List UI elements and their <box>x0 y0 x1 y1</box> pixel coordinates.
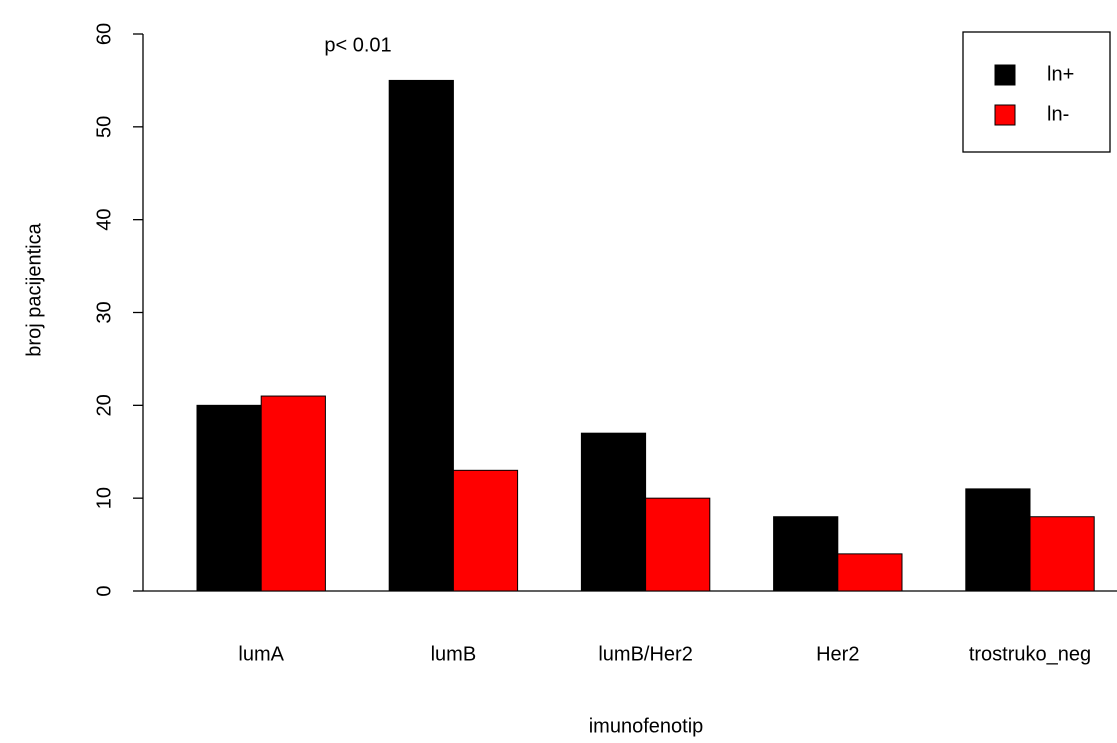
bar <box>196 404 262 592</box>
x-axis-label: imunofenotip <box>589 715 704 737</box>
y-tick-label: 50 <box>93 116 115 138</box>
bar <box>452 469 519 592</box>
y-tick-label: 40 <box>93 209 115 231</box>
y-tick-label: 60 <box>93 23 115 45</box>
y-tick-label: 20 <box>93 394 115 416</box>
bar <box>1029 516 1095 592</box>
bar <box>773 516 839 592</box>
y-tick-label: 30 <box>93 301 115 323</box>
bar <box>965 488 1031 592</box>
bar <box>837 553 903 592</box>
bar <box>645 497 711 592</box>
bar <box>388 79 454 592</box>
x-tick-label: lumA <box>238 643 284 665</box>
legend-label: ln- <box>1047 103 1069 125</box>
x-tick-label: Her2 <box>816 643 859 665</box>
legend-label: ln+ <box>1047 63 1074 85</box>
legend-box <box>962 31 1111 153</box>
y-axis-label: broj pacijentica <box>23 222 45 356</box>
legend-swatch <box>994 64 1016 86</box>
y-tick-label: 0 <box>93 585 115 596</box>
x-tick-label: lumB <box>431 643 477 665</box>
x-tick-label: lumB/Her2 <box>598 643 692 665</box>
x-tick-label: trostruko_neg <box>969 643 1091 665</box>
bar <box>260 395 326 592</box>
bar <box>580 432 647 592</box>
legend-swatch <box>994 104 1016 126</box>
y-tick-label: 10 <box>93 487 115 509</box>
annotation: p< 0.01 <box>324 34 391 56</box>
